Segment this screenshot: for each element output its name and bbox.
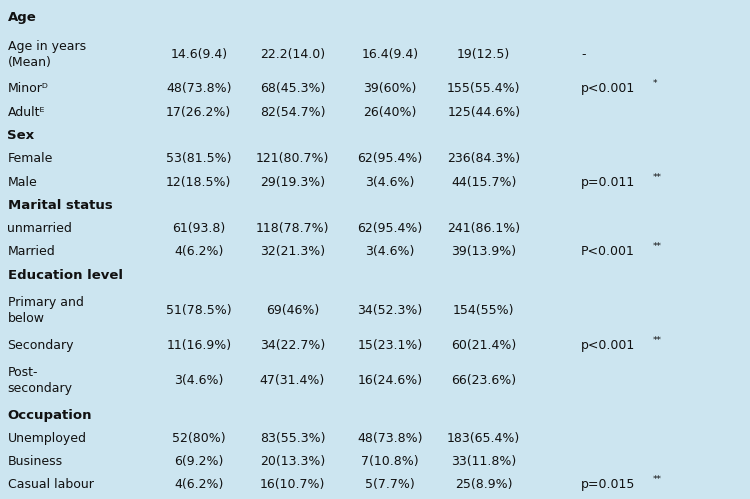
Text: 39(13.9%): 39(13.9%) [452,246,516,258]
Text: 118(78.7%): 118(78.7%) [256,222,329,235]
Text: **: ** [652,173,662,182]
Text: Business: Business [8,455,62,468]
Text: 26(40%): 26(40%) [363,106,417,119]
Text: 7(10.8%): 7(10.8%) [362,455,419,468]
Text: p=0.011: p=0.011 [581,176,635,189]
Text: 25(8.9%): 25(8.9%) [455,479,512,492]
Text: Primary and
below: Primary and below [8,296,83,325]
Text: Female: Female [8,152,52,165]
Text: Education level: Education level [8,269,122,282]
Text: 17(26.2%): 17(26.2%) [166,106,231,119]
Text: 154(55%): 154(55%) [453,304,514,317]
Text: Secondary: Secondary [8,339,74,352]
Text: 241(86.1%): 241(86.1%) [447,222,520,235]
Text: P<0.001: P<0.001 [581,246,635,258]
Text: 61(93.8): 61(93.8) [172,222,225,235]
Text: Male: Male [8,176,38,189]
Text: 19(12.5): 19(12.5) [457,47,510,60]
Text: Unemployed: Unemployed [8,432,86,445]
Text: p<0.001: p<0.001 [581,339,635,352]
Text: 155(55.4%): 155(55.4%) [447,82,520,95]
Text: p<0.001: p<0.001 [581,82,635,95]
Text: 236(84.3%): 236(84.3%) [447,152,520,165]
Text: **: ** [652,243,662,251]
Text: 22.2(14.0): 22.2(14.0) [260,47,325,60]
Text: p=0.015: p=0.015 [581,479,635,492]
Text: 12(18.5%): 12(18.5%) [166,176,232,189]
Text: 16.4(9.4): 16.4(9.4) [362,47,419,60]
Text: 82(54.7%): 82(54.7%) [260,106,326,119]
Text: 14.6(9.4): 14.6(9.4) [170,47,227,60]
Text: Adultᴱ: Adultᴱ [8,106,45,119]
Text: Minorᴰ: Minorᴰ [8,82,48,95]
Text: 83(55.3%): 83(55.3%) [260,432,326,445]
Text: 183(65.4%): 183(65.4%) [447,432,520,445]
Text: 3(4.6%): 3(4.6%) [174,374,223,387]
Text: Age in years
(Mean): Age in years (Mean) [8,39,86,68]
Text: 4(6.2%): 4(6.2%) [174,479,223,492]
Text: 4(6.2%): 4(6.2%) [174,246,223,258]
Text: 53(81.5%): 53(81.5%) [166,152,232,165]
Text: 11(16.9%): 11(16.9%) [166,339,231,352]
Text: 34(52.3%): 34(52.3%) [357,304,423,317]
Text: 48(73.8%): 48(73.8%) [357,432,423,445]
Text: 15(23.1%): 15(23.1%) [357,339,423,352]
Text: *: * [652,79,657,88]
Text: 29(19.3%): 29(19.3%) [260,176,325,189]
Text: unmarried: unmarried [8,222,72,235]
Text: 32(21.3%): 32(21.3%) [260,246,325,258]
Text: 69(46%): 69(46%) [266,304,320,317]
Text: -: - [581,47,586,60]
Text: 44(15.7%): 44(15.7%) [451,176,517,189]
Text: 121(80.7%): 121(80.7%) [256,152,329,165]
Text: Married: Married [8,246,56,258]
Text: Sex: Sex [8,129,34,142]
Text: 6(9.2%): 6(9.2%) [174,455,223,468]
Text: 39(60%): 39(60%) [363,82,417,95]
Text: 5(7.7%): 5(7.7%) [365,479,415,492]
Text: 34(22.7%): 34(22.7%) [260,339,326,352]
Text: 16(10.7%): 16(10.7%) [260,479,326,492]
Text: 33(11.8%): 33(11.8%) [452,455,516,468]
Text: 3(4.6%): 3(4.6%) [365,246,415,258]
Text: 20(13.3%): 20(13.3%) [260,455,326,468]
Text: 52(80%): 52(80%) [172,432,226,445]
Text: 66(23.6%): 66(23.6%) [452,374,516,387]
Text: Casual labour: Casual labour [8,479,93,492]
Text: 68(45.3%): 68(45.3%) [260,82,326,95]
Text: **: ** [652,335,662,344]
Text: 62(95.4%): 62(95.4%) [357,222,423,235]
Text: **: ** [652,475,662,484]
Text: 60(21.4%): 60(21.4%) [452,339,516,352]
Text: Age: Age [8,11,36,24]
Text: 51(78.5%): 51(78.5%) [166,304,232,317]
Text: 47(31.4%): 47(31.4%) [260,374,326,387]
Text: Post-
secondary: Post- secondary [8,366,73,395]
Text: 16(24.6%): 16(24.6%) [358,374,422,387]
Text: Marital status: Marital status [8,199,112,212]
Text: 3(4.6%): 3(4.6%) [365,176,415,189]
Text: 125(44.6%): 125(44.6%) [447,106,520,119]
Text: 62(95.4%): 62(95.4%) [357,152,423,165]
Text: Occupation: Occupation [8,409,92,422]
Text: 48(73.8%): 48(73.8%) [166,82,232,95]
